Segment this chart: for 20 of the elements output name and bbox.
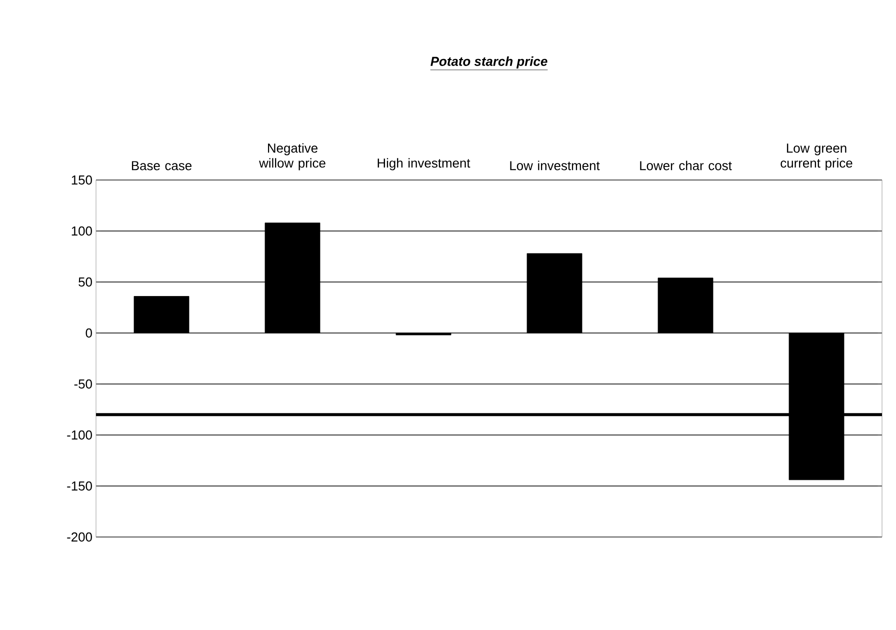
y-tick-label: -200	[67, 532, 92, 542]
bar	[264, 222, 320, 334]
x-tick-label: Lower char cost	[640, 160, 732, 170]
y-tick-label: -150	[67, 481, 92, 491]
y-tick-label: 150	[72, 175, 92, 185]
x-tick-label: Low investment	[510, 160, 600, 170]
x-tick-label: Low green current price	[780, 144, 852, 170]
y-tick-label: -100	[67, 430, 92, 440]
y-tick-label: -50	[74, 379, 92, 389]
bar	[658, 278, 714, 334]
bar	[396, 332, 452, 336]
y-tick-label: 0	[86, 328, 92, 338]
bar	[526, 253, 582, 334]
y-tick-label: 50	[78, 277, 92, 287]
x-tick-label: Base case	[132, 161, 192, 170]
y-tick-label: 100	[72, 226, 92, 236]
x-tick-label: Negative willow price	[259, 143, 326, 170]
bar	[134, 296, 190, 334]
x-tick-label: High investment	[378, 158, 470, 170]
chart-title: Potato starch price	[430, 56, 548, 69]
